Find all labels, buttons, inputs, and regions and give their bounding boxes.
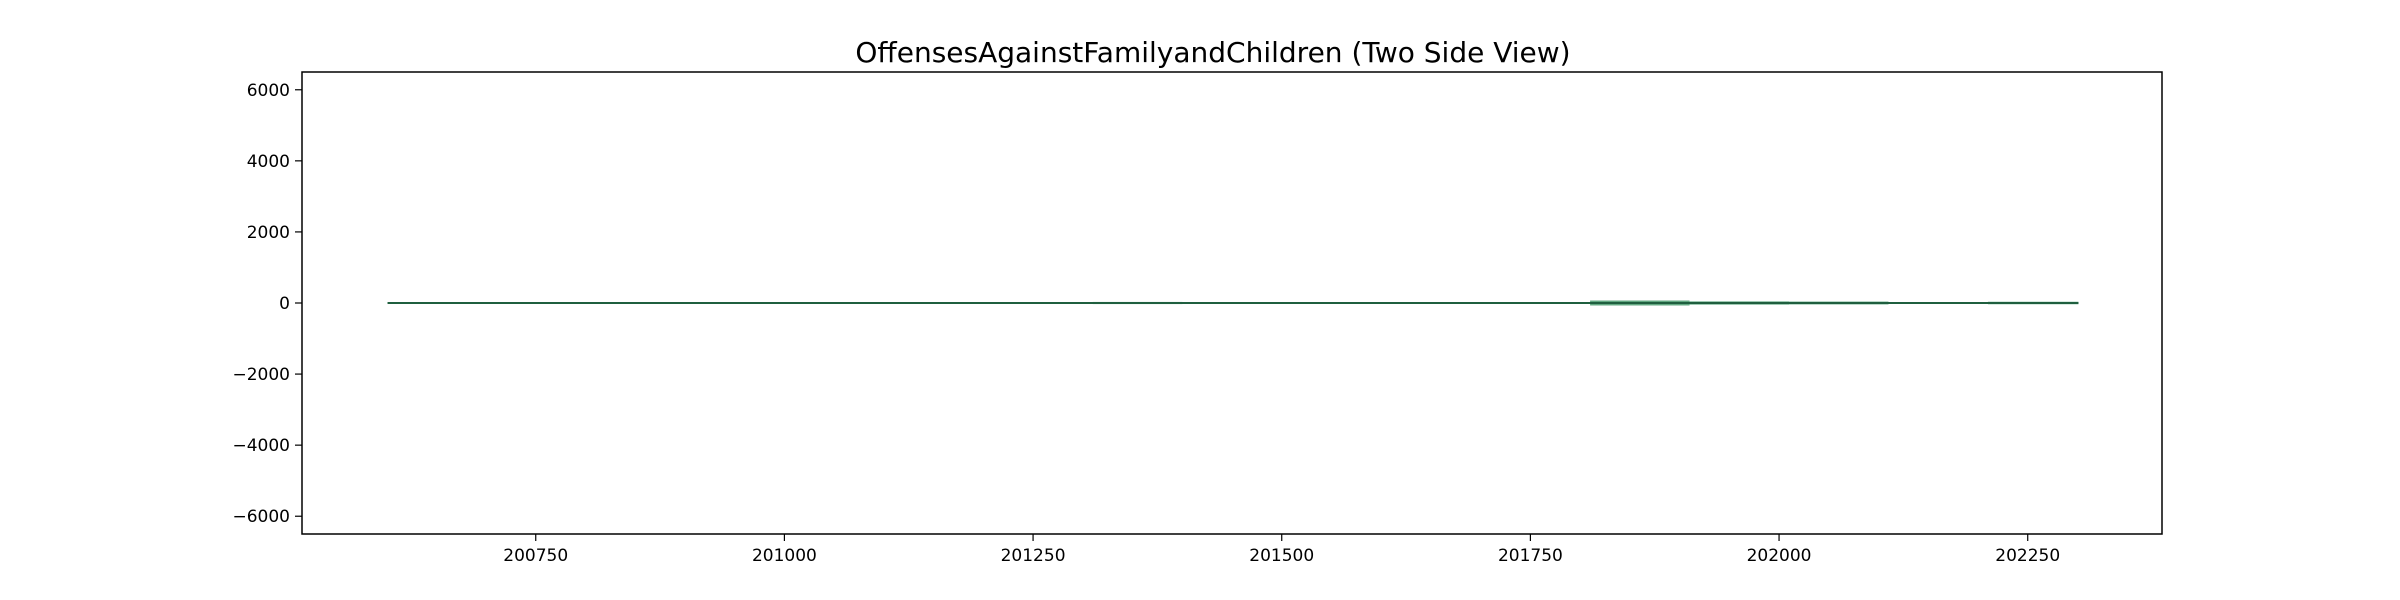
x-axis: 200750 201000 201250 201500 201750 202000 2022… (503, 534, 2060, 566)
x-tick-label: 200750 (503, 546, 568, 566)
y-tick-label: 0 (279, 294, 290, 314)
x-tick-label: 202250 (1995, 546, 2060, 566)
x-tick-label: 202000 (1747, 546, 1812, 566)
y-tick-label: −6000 (232, 507, 290, 527)
series-layer (387, 300, 2079, 306)
chart-title: OffensesAgainstFamilyandChildren (Two Si… (855, 36, 1570, 69)
y-tick-label: −2000 (232, 365, 290, 385)
y-tick-label: 2000 (247, 223, 290, 243)
y-tick-label: 6000 (247, 81, 290, 101)
x-tick-label: 201000 (752, 546, 817, 566)
y-tick-label: 4000 (247, 152, 290, 172)
x-tick-label: 201750 (1498, 546, 1563, 566)
x-tick-label: 201250 (1001, 546, 1066, 566)
y-tick-label: −4000 (232, 436, 290, 456)
y-axis: −6000 −4000 −2000 0 2000 4000 6000 (232, 81, 302, 527)
x-tick-label: 201500 (1249, 546, 1314, 566)
